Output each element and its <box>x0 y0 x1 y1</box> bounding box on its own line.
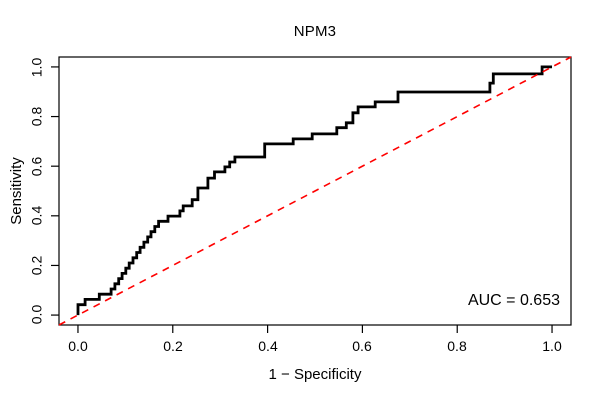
x-tick-label-1: 0.2 <box>163 338 183 354</box>
x-axis-label: 1 − Specificity <box>268 366 362 383</box>
y-tick-label-1: 0.2 <box>28 255 45 276</box>
auc-annotation: AUC = 0.653 <box>467 292 560 309</box>
y-tick-label-5: 1.0 <box>28 57 45 78</box>
y-tick-label-2: 0.4 <box>28 205 45 226</box>
y-axis-label: Sensitivity <box>8 157 25 225</box>
y-tick-label-3: 0.6 <box>28 156 45 177</box>
reference-diagonal-line <box>58 56 572 326</box>
x-tick-label-4: 0.8 <box>447 338 467 354</box>
x-tick-label-2: 0.4 <box>258 338 278 354</box>
y-tick-label-0: 0.0 <box>28 304 45 325</box>
chart-title: NPM3 <box>293 23 337 40</box>
y-tick-label-4: 0.8 <box>28 106 45 127</box>
roc-curve-line <box>76 65 552 316</box>
x-tick-label-0: 0.0 <box>68 338 88 354</box>
x-tick-label-3: 0.6 <box>352 338 372 354</box>
x-tick-label-5: 1.0 <box>542 338 562 354</box>
plot-box <box>58 56 572 326</box>
